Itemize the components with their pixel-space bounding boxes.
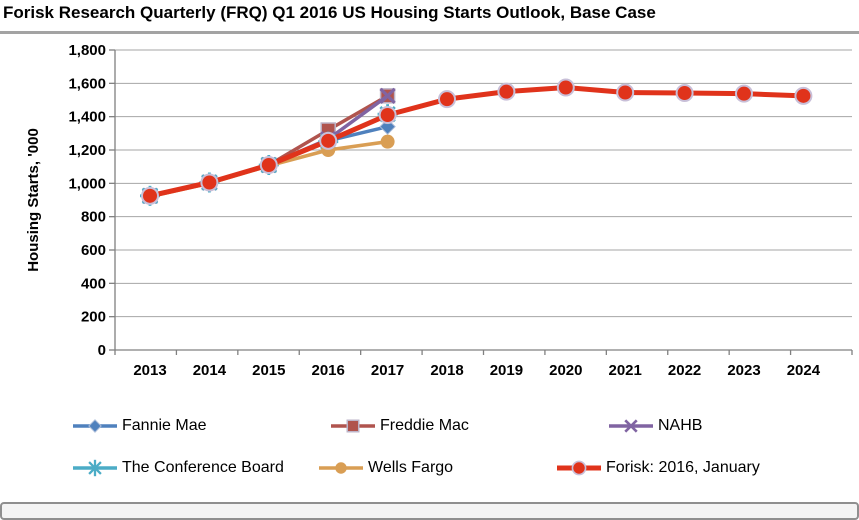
circle-outlined-marker-icon <box>557 460 601 476</box>
asterisk-marker-icon <box>73 459 117 477</box>
x-marker-icon <box>609 419 653 433</box>
legend-item-the-conference-board: The Conference Board <box>72 458 284 478</box>
svg-text:2013: 2013 <box>133 362 166 379</box>
svg-text:2022: 2022 <box>668 362 701 379</box>
svg-text:0: 0 <box>98 342 106 359</box>
bottom-scrollbar-track[interactable] <box>0 502 859 520</box>
legend-item-fannie-mae: Fannie Mae <box>72 416 207 436</box>
svg-text:400: 400 <box>81 275 106 292</box>
svg-text:2016: 2016 <box>312 362 345 379</box>
svg-text:800: 800 <box>81 209 106 226</box>
svg-text:2021: 2021 <box>609 362 642 379</box>
svg-text:2020: 2020 <box>549 362 582 379</box>
svg-text:2014: 2014 <box>193 362 227 379</box>
y-axis-tick-labels: 0 200 400 600 800 1,000 1,200 1,400 1,600 1,800 <box>68 42 106 359</box>
svg-text:1,000: 1,000 <box>68 175 106 192</box>
legend-label: Freddie Mac <box>380 417 469 434</box>
gridlines <box>115 49 852 318</box>
legend-label: Fannie Mae <box>122 417 207 434</box>
svg-text:2018: 2018 <box>430 362 463 379</box>
legend-label: The Conference Board <box>122 459 284 476</box>
svg-text:1,400: 1,400 <box>68 109 106 126</box>
svg-text:1,600: 1,600 <box>68 75 106 92</box>
svg-text:200: 200 <box>81 309 106 326</box>
legend-item-freddie-mac: Freddie Mac <box>330 416 469 436</box>
square-marker-icon <box>331 419 375 433</box>
chart-title: Forisk Research Quarterly (FRQ) Q1 2016 … <box>3 3 656 22</box>
x-axis-tick-labels: 2013 2014 2015 2016 2017 2018 2019 2020 2021 2022… <box>133 362 820 379</box>
legend-item-forisk-2016-january: Forisk: 2016, January <box>556 458 760 478</box>
svg-text:2015: 2015 <box>252 362 285 379</box>
diamond-marker-icon <box>73 419 117 433</box>
circle-marker-icon <box>319 462 363 474</box>
svg-text:2024: 2024 <box>787 362 821 379</box>
axes <box>109 49 853 355</box>
svg-text:2023: 2023 <box>727 362 760 379</box>
svg-text:2019: 2019 <box>490 362 523 379</box>
legend-item-wells-fargo: Wells Fargo <box>318 458 453 478</box>
svg-text:2017: 2017 <box>371 362 404 379</box>
legend-label: Wells Fargo <box>368 459 454 476</box>
svg-text:600: 600 <box>81 242 106 259</box>
legend-item-nahb: NAHB <box>608 416 702 436</box>
series-forisk-2016-january <box>141 78 813 205</box>
title-divider <box>0 31 859 34</box>
y-axis-title: Housing Starts, '000 <box>25 128 42 272</box>
svg-text:1,200: 1,200 <box>68 142 106 159</box>
svg-text:1,800: 1,800 <box>68 42 106 59</box>
legend-label: NAHB <box>658 417 703 434</box>
legend-label: Forisk: 2016, January <box>606 459 760 476</box>
